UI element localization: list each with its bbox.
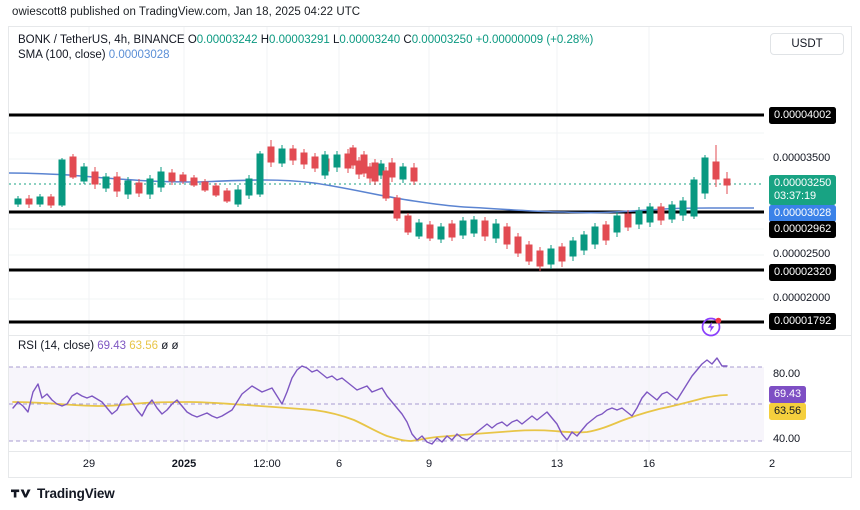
price-axis-label: 0.00002000 [773, 292, 831, 304]
open-label: O [187, 34, 197, 46]
rsi-axis-badge-yellow[interactable]: 63.56 [769, 403, 807, 420]
rsi-lower-value: ø [171, 340, 179, 352]
sma-label[interactable]: SMA (100, close) [18, 49, 106, 61]
price-axis-badge-teal[interactable]: 0.00003250 03:37:19 [769, 175, 837, 205]
time-axis-tick: 16 [642, 458, 656, 470]
rsi-axis-badge-purple[interactable]: 69.43 [769, 386, 807, 403]
countdown-timer: 03:37:19 [774, 190, 817, 202]
legend-row-symbol: BONK / TetherUS, 4h, BINANCE O0.00003242… [18, 33, 593, 48]
sma-value: 0.00003028 [108, 49, 170, 61]
time-axis-tick: 2025 [171, 458, 197, 470]
symbol-label[interactable]: BONK / TetherUS, 4h, BINANCE [18, 34, 185, 46]
horizontal-gridlines [9, 132, 764, 300]
rsi-pane[interactable]: RSI (14, close) 69.43 63.56 ø ø [9, 335, 851, 451]
time-axis[interactable]: 29 2025 12:00 6 9 13 16 2 [9, 451, 851, 477]
price-axis[interactable]: 0.00004002 0.00003500 0.00003250 03:37:19 0.… [764, 27, 851, 334]
tradingview-logo-text: TradingView [37, 486, 115, 501]
rsi-name[interactable]: RSI (14, close) [18, 340, 95, 352]
time-axis-tick: 9 [425, 458, 433, 470]
price-axis-badge-black[interactable]: 0.00002320 [769, 264, 837, 281]
price-plot-svg [9, 27, 764, 334]
low-value: 0.00003240 [339, 34, 401, 46]
price-axis-badge-blue[interactable]: 0.00003028 [769, 205, 837, 222]
chart-frame: BONK / TetherUS, 4h, BINANCE O0.00003242… [8, 26, 852, 478]
high-value: 0.00003291 [269, 34, 330, 46]
attribution-text: owiescott8 published on TradingView.com,… [12, 6, 361, 18]
rsi-axis-label: 40.00 [773, 433, 801, 445]
rsi-plot-area[interactable] [9, 336, 764, 451]
legend-row-sma: SMA (100, close) 0.00003028 [18, 48, 593, 63]
rsi-value: 69.43 [97, 340, 127, 352]
price-plot-area[interactable] [9, 27, 764, 334]
tradingview-logo-icon [11, 489, 31, 498]
time-axis-tick: 29 [82, 458, 96, 470]
close-label: C [403, 34, 412, 46]
price-axis-badge-black[interactable]: 0.00002962 [769, 221, 837, 238]
currency-button[interactable]: USDT [770, 33, 844, 55]
high-label: H [260, 34, 270, 46]
candlestick-series[interactable] [14, 140, 731, 271]
tradingview-footer-logo: TradingView [11, 486, 115, 501]
flash-alert-icon[interactable] [700, 314, 724, 338]
rsi-axis-label: 80.00 [773, 368, 801, 380]
close-value: 0.00003250 [411, 34, 473, 46]
price-legend: BONK / TetherUS, 4h, BINANCE O0.00003242… [18, 33, 593, 63]
price-pane[interactable]: BONK / TetherUS, 4h, BINANCE O0.00003242… [9, 27, 851, 334]
rsi-legend: RSI (14, close) 69.43 63.56 ø ø [18, 340, 179, 352]
rsi-ma-value: 63.56 [129, 340, 159, 352]
vertical-gridlines [88, 27, 650, 334]
rsi-upper-value: ø [161, 340, 169, 352]
price-axis-label: 0.00003500 [773, 152, 831, 164]
change-value: +0.00000009 (+0.28%) [475, 34, 594, 46]
price-badge-value: 0.00003250 [774, 177, 832, 189]
low-label: L [333, 34, 340, 46]
price-level-lines[interactable] [9, 113, 764, 324]
price-axis-badge-black[interactable]: 0.00004002 [769, 107, 837, 124]
rsi-line [12, 357, 728, 445]
rsi-plot-svg [9, 336, 764, 451]
rsi-ma-line [12, 394, 728, 442]
time-axis-tick: 12:00 [253, 458, 281, 470]
price-axis-label: 0.00002500 [773, 248, 831, 260]
time-axis-tick: 6 [335, 458, 343, 470]
time-axis-tick: 2 [768, 458, 776, 470]
open-value: 0.00003242 [196, 34, 258, 46]
time-axis-tick: 13 [550, 458, 564, 470]
price-axis-badge-black[interactable]: 0.00001792 [769, 313, 837, 330]
